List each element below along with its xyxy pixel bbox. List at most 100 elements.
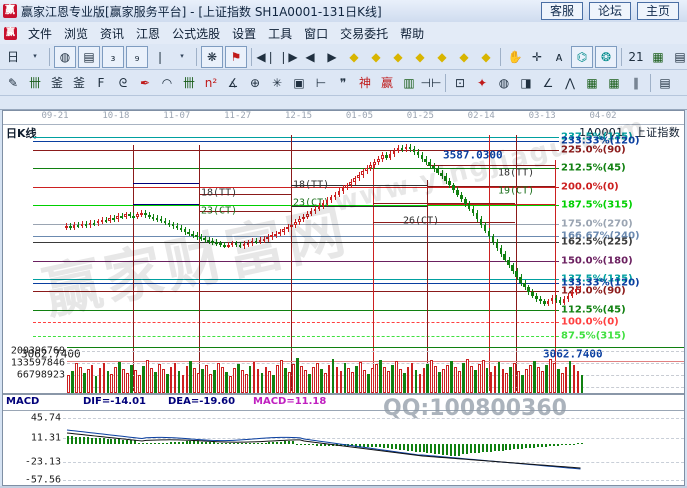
diamond-icon: ◆: [393, 49, 403, 64]
calendar-icon: 21: [628, 49, 644, 64]
gann-scale-2-button[interactable]: 釜: [69, 73, 89, 93]
trendline-button[interactable]: ∠: [538, 73, 558, 93]
spiral-icon: ᘓ: [118, 75, 128, 90]
candle-body: [436, 169, 439, 173]
crosshair-button[interactable]: ✛: [527, 47, 547, 67]
circle-scale-button[interactable]: ◠: [157, 73, 177, 93]
grid3-button[interactable]: ▦: [582, 73, 602, 93]
shen-button[interactable]: 神: [355, 73, 375, 93]
candle-body: [539, 299, 542, 302]
menu-item-tools[interactable]: 工具: [268, 26, 293, 41]
diamond-4-button[interactable]: ◆: [410, 47, 430, 67]
red-fan-icon: ✦: [476, 75, 488, 90]
gann-box-button[interactable]: ⌬: [571, 45, 593, 68]
macd-histogram-bar: [509, 444, 512, 450]
indicator-9-button[interactable]: ₉: [126, 45, 148, 68]
tick-button[interactable]: ⊢: [311, 73, 331, 93]
menu-item-settings[interactable]: 设置: [232, 26, 257, 41]
forum-button[interactable]: 论坛: [588, 2, 631, 20]
candle-body: [325, 199, 329, 203]
prev-button[interactable]: ◀: [300, 47, 320, 67]
chart-overlay-button[interactable]: ◍: [54, 45, 76, 68]
notes-button[interactable]: ▤: [670, 47, 687, 67]
price-pane[interactable]: 09-21 10-18 11-07 11-27 12-15 01-05 01-25 02-14…: [3, 111, 684, 393]
last-page-button[interactable]: ❘▶: [278, 47, 298, 67]
menu-item-file[interactable]: 文件: [28, 26, 53, 41]
brain-button[interactable]: ❂: [595, 45, 617, 68]
candle-body: [456, 190, 459, 195]
grid2-button[interactable]: 卌: [179, 73, 199, 93]
calendar-button[interactable]: 21: [626, 47, 646, 67]
period-day-button[interactable]: 日: [3, 47, 23, 67]
macd-histogram-bar: [102, 438, 105, 444]
frame-button[interactable]: ⊡: [450, 73, 470, 93]
volume-pane[interactable]: 200396769 133597846 66798923: [3, 346, 684, 393]
report-button[interactable]: ▤: [78, 45, 100, 68]
menu-item-trade[interactable]: 交易委托: [340, 26, 389, 41]
chart-area[interactable]: 09-21 10-18 11-07 11-27 12-15 01-05 01-25 02-14…: [2, 110, 685, 486]
indicator-3-button[interactable]: ₃: [102, 45, 124, 68]
price-plot[interactable]: 237.5%(135) 233.33%(120) 225.0%(90) 212.5%(…: [3, 125, 684, 391]
parallel-button[interactable]: ∥: [626, 73, 646, 93]
target-button[interactable]: ⊕: [245, 73, 265, 93]
candle-body: [242, 243, 246, 246]
diamond-6-button[interactable]: ◆: [454, 47, 474, 67]
customer-service-button[interactable]: 客服: [540, 2, 583, 20]
menu-item-news[interactable]: 资讯: [100, 26, 125, 41]
angle-button[interactable]: ∡: [223, 73, 243, 93]
pen-red-button[interactable]: ✒: [135, 73, 155, 93]
calculator-button[interactable]: ▦: [648, 47, 668, 67]
menu-item-help[interactable]: 帮助: [400, 26, 425, 41]
fan-circle-button[interactable]: ◍: [494, 73, 514, 93]
flag-button[interactable]: ⚑: [225, 45, 247, 68]
macd-histogram-bar: [134, 440, 137, 444]
box-button[interactable]: ▣: [289, 73, 309, 93]
volume-bar: [122, 369, 126, 393]
scale-button[interactable]: ❘: [150, 47, 170, 67]
macd-pane[interactable]: MACD DIF=-14.01 DEA=-19.60 MACD=11.18 45…: [3, 394, 684, 486]
ying-button[interactable]: 赢: [377, 73, 397, 93]
grid-tool-button[interactable]: 卌: [25, 73, 45, 93]
fahrenheit-button[interactable]: F: [91, 73, 111, 93]
hand-tool-button[interactable]: ✋: [505, 47, 525, 67]
gann-tool-button[interactable]: ❋: [201, 45, 223, 68]
next-button[interactable]: ▶: [322, 47, 342, 67]
homepage-button[interactable]: 主页: [636, 2, 679, 20]
spiral-button[interactable]: ᘓ: [113, 73, 133, 93]
starburst-button[interactable]: ✳: [267, 73, 287, 93]
scale-dropdown[interactable]: ▾: [172, 47, 192, 67]
volume-bar: [232, 368, 236, 393]
measure-button[interactable]: ⊣⊢: [421, 73, 442, 93]
diamond-5-button[interactable]: ◆: [432, 47, 452, 67]
circle-scale-icon: ◠: [161, 75, 173, 90]
candle-body: [507, 259, 510, 266]
candle-body: [467, 203, 471, 209]
menu-item-window[interactable]: 窗口: [304, 26, 329, 41]
gann-level-label: 112.5%(45): [561, 304, 626, 316]
candle-body: [219, 243, 222, 246]
macd-histogram-bar: [371, 444, 374, 447]
menu-item-formula-screen[interactable]: 公式选股: [172, 26, 221, 41]
volume-bar: [355, 366, 359, 393]
n2-button[interactable]: n²: [201, 73, 221, 93]
zoom-right-button[interactable]: ◆: [366, 47, 386, 67]
period-dropdown[interactable]: ▾: [25, 47, 45, 67]
zoom-left-button[interactable]: ◆: [344, 47, 364, 67]
first-page-button[interactable]: ◀❘: [256, 47, 276, 67]
grid4-button[interactable]: ▦: [604, 73, 624, 93]
macd-plot[interactable]: 45.74 11.31 -23.13 -57.56: [3, 410, 684, 486]
gann-scale-1-button[interactable]: 釜: [47, 73, 67, 93]
ruler-scale-button[interactable]: ▥: [399, 73, 419, 93]
diamond-3-button[interactable]: ◆: [388, 47, 408, 67]
pencil-tool-button[interactable]: ✎: [3, 73, 23, 93]
draw-a-button[interactable]: ᴀ: [549, 47, 569, 67]
square-fan-button[interactable]: ◨: [516, 73, 536, 93]
list-button[interactable]: ▤: [655, 73, 675, 93]
quote-button[interactable]: ❞: [333, 73, 353, 93]
menu-item-gann[interactable]: 江恩: [136, 26, 161, 41]
macd-histogram-bar: [525, 444, 528, 449]
fan-red-button[interactable]: ✦: [472, 73, 492, 93]
diamond-7-button[interactable]: ◆: [476, 47, 496, 67]
zigzag-button[interactable]: ⋀: [560, 73, 580, 93]
menu-item-browse[interactable]: 浏览: [64, 26, 89, 41]
